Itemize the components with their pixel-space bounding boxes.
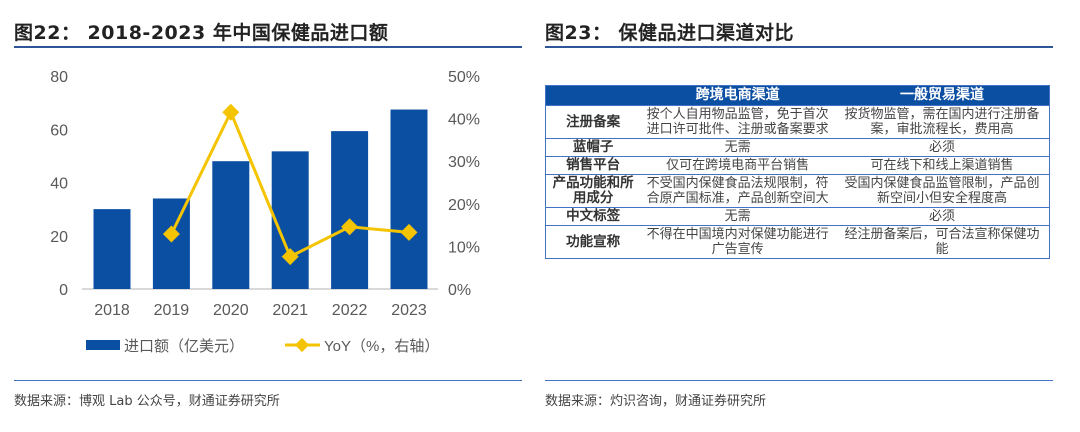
yoy-point bbox=[341, 218, 359, 236]
column-header: 一般贸易渠道 bbox=[834, 85, 1050, 106]
yoy-point bbox=[222, 103, 240, 121]
import-chart: 0 20 40 60 80 0% 10% 20% 30% 40% 50% 2018 2019 2020 20… bbox=[50, 69, 480, 355]
table-row: 中文标签 无需 必须 bbox=[545, 207, 1050, 226]
legend-bar-swatch bbox=[86, 340, 120, 350]
column-header bbox=[545, 85, 641, 106]
table-cell: 受国内保健食品监管限制，产品创新空间小但安全程度高 bbox=[834, 174, 1050, 208]
y-tick-label: 40 bbox=[50, 176, 68, 193]
table-row: 注册备案 按个人自用物品监管，免于首次进口许可批件、注册或备案要求 按货物监管，需在… bbox=[545, 105, 1050, 139]
table-row: 蓝帽子 无需 必须 bbox=[545, 138, 1050, 157]
legend-line-marker bbox=[294, 337, 310, 353]
source-note: 数据来源：灼识咨询，财通证券研究所 bbox=[545, 394, 767, 409]
y-tick-label: 80 bbox=[50, 69, 68, 86]
table-cell: 不得在中国境内对保健功能进行广告宣传 bbox=[640, 225, 835, 259]
x-tick-label: 2021 bbox=[272, 302, 308, 319]
x-tick-label: 2019 bbox=[154, 302, 190, 319]
bar bbox=[331, 131, 369, 289]
y-tick-label: 60 bbox=[50, 122, 68, 139]
channel-comparison-table: 跨境电商渠道 一般贸易渠道 注册备案 按个人自用物品监管，免于首次进口许可批件、注册… bbox=[545, 85, 1050, 259]
y2-tick-label: 20% bbox=[448, 197, 480, 214]
yoy-point bbox=[162, 225, 180, 243]
table-cell: 按货物监管，需在国内进行注册备案，审批流程长，费用高 bbox=[834, 105, 1050, 139]
bar bbox=[152, 198, 190, 289]
figure-22-title: 图22： 2018-2023 年中国保健品进口额 bbox=[14, 22, 389, 44]
x-tick-label: 2023 bbox=[391, 302, 427, 319]
bar bbox=[390, 109, 428, 289]
x-tick-label: 2018 bbox=[94, 302, 130, 319]
row-label: 蓝帽子 bbox=[545, 138, 641, 157]
legend-bar-label: 进口额（亿美元） bbox=[124, 338, 244, 355]
divider bbox=[545, 380, 1053, 381]
table-cell: 仅可在跨境电商平台销售 bbox=[640, 156, 835, 175]
row-label: 中文标签 bbox=[545, 207, 641, 226]
table-cell: 经注册备案后，可合法宣称保健功能 bbox=[834, 225, 1050, 259]
table-row: 产品功能和所用成分 不受国内保健食品法规限制，符合原产国标准，产品创新空间大 受国内… bbox=[545, 174, 1050, 208]
row-label: 销售平台 bbox=[545, 156, 641, 175]
table-cell: 按个人自用物品监管，免于首次进口许可批件、注册或备案要求 bbox=[640, 105, 835, 139]
x-tick-label: 2022 bbox=[332, 302, 368, 319]
row-label: 注册备案 bbox=[545, 105, 641, 139]
row-label: 产品功能和所用成分 bbox=[545, 174, 641, 208]
y2-tick-label: 0% bbox=[448, 282, 471, 299]
title-rule bbox=[545, 46, 1053, 48]
bar bbox=[93, 209, 131, 289]
table-row: 销售平台 仅可在跨境电商平台销售 可在线下和线上渠道销售 bbox=[545, 156, 1050, 175]
y2-tick-label: 40% bbox=[448, 112, 480, 129]
yoy-point bbox=[400, 223, 418, 241]
table-cell: 必须 bbox=[834, 138, 1050, 157]
x-tick-label: 2020 bbox=[213, 302, 249, 319]
bar bbox=[271, 151, 309, 289]
table-cell: 无需 bbox=[640, 207, 835, 226]
figure-23-title: 图23： 保健品进口渠道对比 bbox=[545, 22, 795, 44]
y-tick-label: 0 bbox=[59, 282, 68, 299]
yoy-point bbox=[281, 248, 299, 266]
y2-tick-label: 10% bbox=[448, 239, 480, 256]
column-header: 跨境电商渠道 bbox=[640, 85, 835, 106]
legend-line-label: YoY（%，右轴） bbox=[324, 338, 439, 355]
title-rule bbox=[14, 46, 522, 48]
source-note: 数据来源：博观 Lab 公众号，财通证券研究所 bbox=[14, 394, 280, 409]
table-cell: 不受国内保健食品法规限制，符合原产国标准，产品创新空间大 bbox=[640, 174, 835, 208]
table-cell: 可在线下和线上渠道销售 bbox=[834, 156, 1050, 175]
y2-tick-label: 50% bbox=[448, 69, 480, 86]
y-tick-label: 20 bbox=[50, 229, 68, 246]
bar bbox=[212, 161, 250, 289]
table-cell: 必须 bbox=[834, 207, 1050, 226]
row-label: 功能宣称 bbox=[545, 225, 641, 259]
divider bbox=[14, 380, 522, 381]
table-cell: 无需 bbox=[640, 138, 835, 157]
table-row: 功能宣称 不得在中国境内对保健功能进行广告宣传 经注册备案后，可合法宣称保健功能 bbox=[545, 225, 1050, 259]
y2-tick-label: 30% bbox=[448, 154, 480, 171]
